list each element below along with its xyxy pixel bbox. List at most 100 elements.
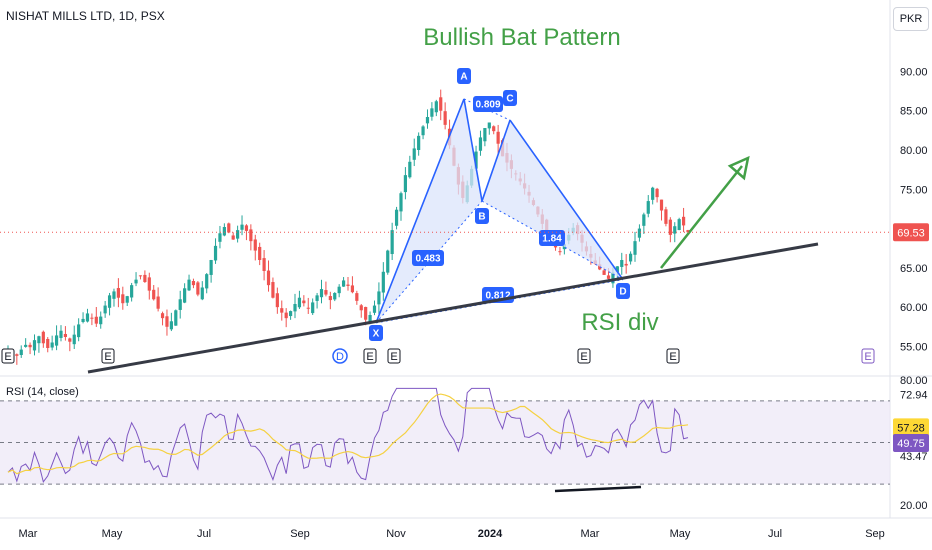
- trend-lines: [0, 155, 890, 374]
- candle-body: [651, 187, 655, 200]
- candle-body: [655, 188, 659, 198]
- candle-body: [178, 299, 182, 310]
- candle-body: [15, 354, 19, 356]
- candle-body: [280, 308, 284, 313]
- candle-body: [81, 318, 85, 322]
- candle-body: [258, 246, 262, 260]
- candle-body: [686, 230, 690, 233]
- currency-button[interactable]: PKR: [893, 7, 929, 31]
- candle-body: [394, 209, 399, 226]
- earnings-marker-label: E: [104, 351, 111, 363]
- candle-body: [284, 312, 288, 319]
- price-tick-label: 55.00: [900, 341, 928, 353]
- pattern-point-c-bg: [503, 90, 517, 106]
- earnings-marker-label: E: [4, 351, 11, 363]
- candle-body: [160, 313, 165, 319]
- chart-title: NISHAT MILLS LTD, 1D, PSX: [6, 9, 165, 23]
- candle-body: [240, 224, 244, 230]
- candle-body: [77, 324, 81, 338]
- candle-body: [681, 216, 686, 226]
- pattern-leg: [375, 98, 465, 324]
- candle-body: [28, 344, 32, 348]
- candle-body: [306, 307, 310, 309]
- candle-body: [94, 316, 98, 324]
- candle-body: [319, 289, 324, 298]
- rsi-divergence-line: [554, 485, 642, 493]
- time-tick-label: Mar: [581, 528, 600, 540]
- dividend-marker: [332, 348, 348, 364]
- candle-body: [408, 161, 412, 178]
- axes: 90.0085.0080.0075.0070.0065.0060.0055.00…: [19, 66, 929, 540]
- earnings-marker: [363, 348, 377, 364]
- rsi-lines: [7, 387, 689, 493]
- projection-arrow-head: [727, 155, 750, 181]
- candle-body: [368, 315, 372, 322]
- candle-body: [99, 316, 103, 325]
- pattern-fill-xab: [376, 98, 482, 323]
- candle-body: [412, 148, 416, 160]
- time-tick-label: May: [102, 528, 123, 540]
- candle-body: [143, 274, 147, 282]
- support-trendline: [87, 242, 819, 374]
- candle-body: [492, 126, 496, 132]
- pattern-ratio-bg: [473, 96, 503, 112]
- pattern-ratio-bg: [539, 230, 565, 246]
- pattern-ratio: 0.809: [475, 100, 500, 111]
- candle-body: [381, 271, 385, 293]
- price-tick-label: 90.00: [900, 66, 928, 78]
- candle-body: [386, 250, 390, 273]
- earnings-marker-label: E: [580, 351, 587, 363]
- candle-body: [187, 279, 191, 291]
- candle-body: [434, 101, 438, 113]
- candle-body: [218, 233, 222, 242]
- candle-body: [112, 291, 116, 299]
- projection-arrow-line: [660, 165, 743, 269]
- price-tick-label: 85.00: [900, 106, 928, 118]
- candle-body: [288, 311, 293, 317]
- candle-body: [615, 266, 619, 273]
- rsi-title: RSI (14, close): [6, 386, 79, 398]
- candle-body: [213, 245, 218, 261]
- candle-body: [200, 287, 204, 300]
- candle-body: [487, 122, 491, 129]
- candle-body: [169, 321, 173, 330]
- candle-body: [152, 289, 156, 300]
- candle-body: [628, 253, 633, 262]
- candle-body: [293, 304, 297, 312]
- candle-body: [302, 300, 306, 304]
- candle-body: [659, 199, 664, 211]
- candle-body: [46, 338, 50, 348]
- candle-body: [399, 193, 403, 212]
- candle-body: [677, 219, 681, 231]
- candle-body: [642, 214, 646, 226]
- earnings-marker: [666, 348, 680, 364]
- time-tick-label: Sep: [865, 528, 885, 540]
- candle-body: [275, 293, 279, 308]
- candle-body: [324, 290, 328, 295]
- future-earnings-marker-label: E: [864, 351, 871, 363]
- pattern-title-annotation: Bullish Bat Pattern: [423, 24, 620, 51]
- candle-body: [673, 226, 677, 234]
- candle-body: [271, 282, 275, 298]
- candle-body: [478, 137, 483, 151]
- candle-body: [417, 135, 421, 150]
- rsi-tick-label: 72.94: [900, 390, 928, 402]
- pattern-point-a-bg: [457, 68, 471, 84]
- pattern-point-a: A: [460, 72, 467, 83]
- candle-body: [253, 239, 257, 251]
- pattern-leg: [481, 119, 511, 202]
- candle-body: [222, 227, 226, 236]
- candle-body: [32, 340, 37, 351]
- candle-body: [107, 295, 112, 308]
- candle-body: [205, 274, 209, 289]
- candle-body: [346, 284, 350, 286]
- rsi-tick-label: 43.47: [900, 451, 928, 463]
- earnings-marker: [387, 348, 401, 364]
- candle-body: [430, 108, 434, 117]
- price-tick-label: 75.00: [900, 184, 928, 196]
- candle-body: [24, 344, 28, 347]
- earnings-marker-label: E: [669, 351, 676, 363]
- pattern-ratio: 1.84: [542, 234, 562, 245]
